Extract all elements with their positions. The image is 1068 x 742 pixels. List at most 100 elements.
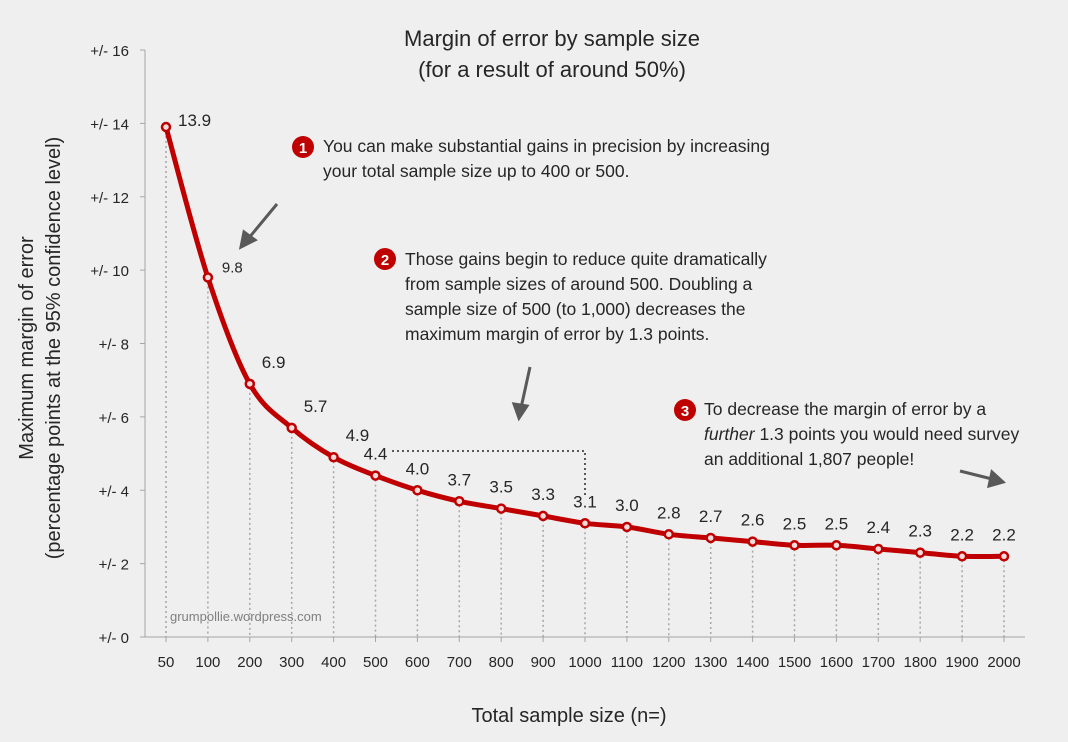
x-tick-label: 1900 [945, 654, 978, 671]
arrow-3 [959, 469, 1007, 489]
chart-subtitle: (for a result of around 50%) [418, 57, 686, 82]
data-label: 2.2 [950, 525, 974, 544]
data-point [956, 551, 968, 562]
x-tick-label: 2000 [987, 654, 1020, 671]
data-label: 3.1 [573, 492, 597, 511]
data-label: 3.7 [447, 470, 471, 489]
x-tick-label: 400 [321, 654, 346, 671]
data-label: 2.8 [657, 503, 681, 522]
data-labels: 13.9 9.8 6.9 5.7 4.94.4 4.0 3.7 3.5 3.3 3.1 3.0 2.8… [178, 111, 1016, 544]
drop-lines [165, 131, 1005, 637]
annotation-badge-3 [674, 399, 696, 421]
data-label: 4.4 [364, 445, 388, 464]
annotation-emphasis: further [704, 424, 756, 444]
data-point [789, 540, 800, 551]
data-label: 2.4 [866, 518, 890, 537]
x-tick-label: 1200 [652, 654, 685, 671]
data-point [663, 529, 675, 540]
x-tick-label: 800 [489, 654, 514, 671]
data-points [160, 121, 1010, 562]
y-tick-label: +/- 2 [99, 557, 129, 574]
data-point [328, 451, 339, 463]
data-label: 2.5 [783, 514, 807, 533]
data-label: 4.0 [406, 459, 430, 478]
y-tick-label: +/- 6 [99, 410, 129, 427]
annotation-text: from sample sizes of around 500. Doublin… [405, 274, 753, 294]
x-tick-label: 600 [405, 654, 430, 671]
annotation-text: an additional 1,807 people! [704, 449, 914, 469]
x-tick-label: 1500 [778, 654, 811, 671]
data-point [286, 422, 297, 434]
data-point [202, 272, 214, 283]
x-tick-label: 1300 [694, 654, 727, 671]
annotation-badge-1 [292, 136, 314, 158]
x-tick-label: 900 [531, 654, 556, 671]
data-point [873, 543, 884, 555]
x-tick-label: 200 [237, 654, 262, 671]
y-tick-label: +/- 12 [90, 190, 129, 207]
x-tick-label: 100 [195, 654, 220, 671]
data-point [705, 532, 716, 544]
data-label: 2.6 [741, 511, 765, 530]
data-label: 4.9 [346, 426, 370, 445]
data-label: 3.5 [489, 478, 513, 497]
y-axis-label-secondary: (percentage points at the 95% confidence… [43, 137, 65, 560]
x-tick-label: 50 [158, 654, 175, 671]
annotation-text: You can make substantial gains in precis… [323, 136, 770, 156]
arrow-2 [511, 366, 532, 422]
x-tick-label: 500 [363, 654, 388, 671]
arrow-1 [238, 203, 279, 250]
annotation-badge-2 [374, 248, 396, 270]
annotation-text-line: further 1.3 points you would need survey [704, 424, 1019, 444]
chart-title: Margin of error by sample size [404, 26, 700, 51]
data-label: 3.0 [615, 496, 639, 515]
y-tick-label: +/- 4 [99, 483, 129, 500]
data-label: 2.5 [825, 514, 849, 533]
data-label: 6.9 [262, 353, 286, 372]
annotation-badge-number-2: 2 [381, 252, 389, 269]
x-tick-label: 1600 [820, 654, 853, 671]
y-tick-label: +/- 14 [90, 116, 129, 133]
annotation-text-rest: 1.3 points you would need survey [755, 424, 1020, 444]
annotation-3: 3 To decrease the margin of error by a f… [674, 399, 1019, 469]
annotation-text: maximum margin of error by 1.3 points. [405, 324, 709, 344]
data-point [412, 485, 423, 496]
data-label: 2.3 [908, 522, 932, 541]
y-tick-labels: +/- 0 +/- 2 +/- 4 +/- 6 +/- 8 +/- 10 +/- 12 +/-… [90, 43, 129, 647]
watermark: grumpollie.wordpress.com [170, 609, 322, 624]
annotation-2: 2 Those gains begin to reduce quite dram… [374, 248, 767, 344]
data-point [831, 540, 842, 551]
x-tick-label: 1000 [568, 654, 601, 671]
data-point [914, 547, 926, 558]
series-line [163, 124, 1007, 560]
data-label: 3.3 [531, 485, 555, 504]
x-tick-labels: 50 100 200 300 400 500 600 700 800 900 1000 1100 120… [158, 654, 1021, 671]
annotation-text: To decrease the margin of error by a [704, 399, 986, 419]
data-point [244, 378, 256, 390]
annotation-text: your total sample size up to 400 or 500. [323, 161, 629, 181]
data-point [370, 470, 381, 481]
x-tick-label: 1400 [736, 654, 769, 671]
data-label: 5.7 [304, 397, 328, 416]
y-tick-label: +/- 8 [99, 337, 129, 354]
y-tick-label: +/- 10 [90, 263, 129, 280]
x-tick-label: 700 [447, 654, 472, 671]
y-axis-label: Maximum margin of error [16, 236, 38, 460]
annotation-1: 1 You can make substantial gains in prec… [292, 136, 770, 181]
data-label: 2.2 [992, 525, 1016, 544]
data-label: 2.7 [699, 507, 723, 526]
x-tick-label: 1100 [611, 654, 643, 671]
data-point [621, 521, 633, 533]
data-point [998, 551, 1010, 562]
x-tick-label: 1700 [862, 654, 895, 671]
data-point [537, 510, 549, 522]
x-tick-label: 300 [279, 654, 304, 671]
data-label: 13.9 [178, 111, 211, 130]
annotation-text: Those gains begin to reduce quite dramat… [405, 249, 767, 269]
y-tick-label: +/- 16 [90, 43, 129, 60]
x-tick-label: 1800 [904, 654, 937, 671]
axes [140, 49, 1025, 642]
annotation-badge-number-1: 1 [299, 140, 307, 157]
data-point [747, 536, 758, 547]
